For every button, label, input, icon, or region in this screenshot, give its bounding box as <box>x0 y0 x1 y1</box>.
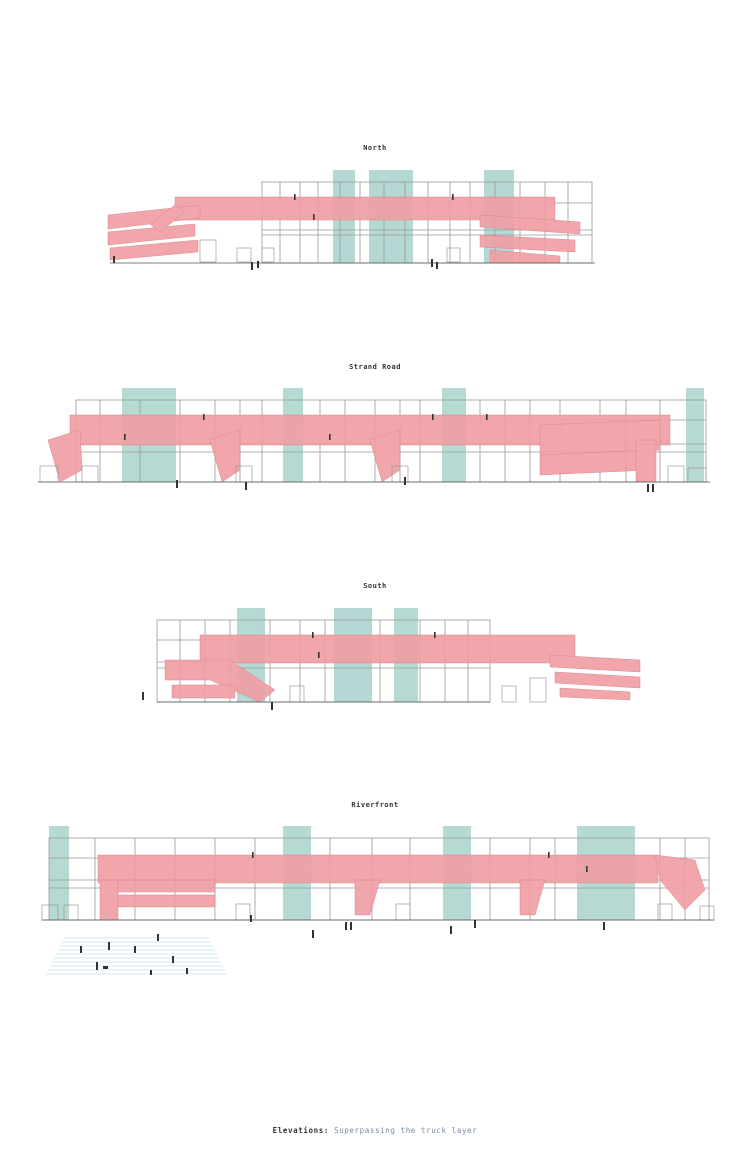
south-figures <box>142 632 436 710</box>
riverfront-elevation-title: Riverfront <box>351 801 399 809</box>
north-elevation <box>107 170 595 270</box>
strand-walkways <box>47 414 671 483</box>
south-elevation-title: South <box>363 582 387 590</box>
south-elevation <box>142 608 641 710</box>
caption-label: Elevations: <box>272 1126 329 1135</box>
riverfront-walkways <box>97 854 706 921</box>
figure-caption: Elevations: Superpassing the truck layer <box>0 1126 750 1135</box>
south-walkways <box>164 634 641 703</box>
north-figures <box>113 194 454 270</box>
north-walkways <box>107 196 581 264</box>
strand-road-elevation-title: Strand Road <box>349 363 401 371</box>
north-elevation-title: North <box>363 144 387 152</box>
riverfront-figures <box>80 852 605 975</box>
riverfront-elevation <box>41 826 715 975</box>
caption-subtitle: Superpassing the truck layer <box>334 1126 478 1135</box>
north-vehicles <box>199 239 461 263</box>
strand-figures <box>124 414 654 492</box>
riverfront-plaza <box>46 937 227 975</box>
strand-road-elevation <box>38 388 710 492</box>
